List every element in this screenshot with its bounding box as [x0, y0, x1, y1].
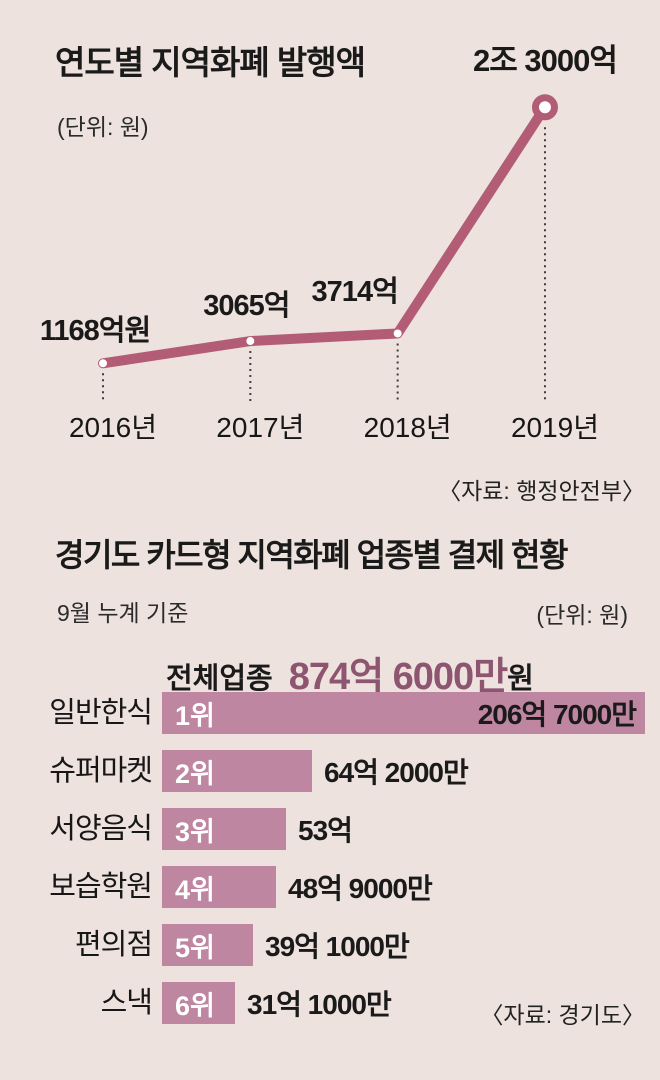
unit-note: (단위: 원) [57, 114, 149, 140]
year-label: 2016년 [68, 412, 158, 443]
bar-value-label: 53억 [298, 815, 353, 846]
bar-rank-label: 5위 [175, 932, 215, 963]
bar-rank-label: 4위 [175, 874, 215, 905]
bar: 4위 [162, 866, 276, 908]
bar-track: 6위 31억 1000만 [162, 982, 660, 1024]
trend-line [98, 102, 550, 369]
bar-row: 보습학원 4위 48억 9000만 [0, 866, 660, 924]
bar: 5위 [162, 924, 253, 966]
bar-track: 4위 48억 9000만 [162, 866, 660, 908]
bar-track: 2위 64억 2000만 [162, 750, 660, 792]
total-line: 전체업종 874억 6000만 원 [166, 645, 534, 700]
data-point-marker [99, 359, 107, 368]
total-value-suffix: 원 [507, 663, 534, 695]
bar-track: 3위 53억 [162, 808, 660, 850]
bar-value-label: 39억 1000만 [265, 931, 410, 962]
bar-category-label: 스낵 [100, 987, 153, 1019]
bar-track: 5위 39억 1000만 [162, 924, 660, 966]
year-label: 2019년 [510, 412, 600, 443]
bar-rank-label: 2위 [175, 758, 215, 789]
line-chart-plot [98, 94, 558, 402]
bar-rank-label: 6위 [175, 990, 215, 1021]
end-point-ring-marker [531, 94, 558, 121]
bar: 3위 [162, 808, 286, 850]
bar-track: 1위 206억 7000만 [162, 692, 660, 734]
unit-note-2: (단위: 원) [536, 602, 628, 628]
bar: 6위 [162, 982, 235, 1024]
data-point-label: 3065억 [203, 290, 290, 323]
bar-category-label: 보습학원 [49, 871, 153, 903]
source-note-line-chart: 〈자료: 행정안전부〉 [438, 478, 645, 504]
bar-category-label: 편의점 [74, 929, 153, 961]
basis-note: 9월 누계 기준 [57, 600, 189, 626]
data-point-label: 3714억 [311, 276, 399, 309]
bar-row: 스낵 6위 31억 1000만 [0, 982, 660, 1040]
line-chart-title: 연도별 지역화폐 발행액 [55, 44, 366, 81]
bar-value-label: 206억 7000만 [477, 699, 637, 730]
data-point-label: 1168억원 [39, 315, 151, 348]
source-note-bar-chart: 〈자료: 경기도〉 [480, 1002, 645, 1028]
year-label: 2017년 [216, 412, 305, 443]
data-point-marker [246, 337, 255, 346]
bar-value-label: 31억 1000만 [247, 989, 392, 1020]
bar-category-label: 슈퍼마켓 [49, 755, 153, 787]
total-value: 874억 6000만 [288, 656, 508, 698]
bar-value-label: 48억 9000만 [288, 873, 433, 904]
bar-chart-title: 경기도 카드형 지역화폐 업종별 결제 현황 [55, 537, 568, 573]
data-point-marker [393, 329, 402, 338]
bar-rank-label: 3위 [175, 816, 215, 847]
bar-category-label: 서양음식 [49, 813, 153, 845]
bar-row: 슈퍼마켓 2위 64억 2000만 [0, 750, 660, 808]
bar-category-label: 일반한식 [49, 697, 153, 729]
bar-rank-label: 1위 [175, 700, 215, 731]
year-label: 2018년 [363, 412, 452, 443]
bar-row: 일반한식 1위 206억 7000만 [0, 692, 660, 750]
bar: 2위 [162, 750, 312, 792]
bar-value-label: 64억 2000만 [324, 757, 469, 788]
total-label: 전체업종 [166, 663, 273, 695]
data-point-label: 2조 3000억 [473, 43, 618, 79]
bar-row: 편의점 5위 39억 1000만 [0, 924, 660, 982]
bar: 1위 206억 7000만 [162, 692, 645, 734]
bar-row: 서양음식 3위 53억 [0, 808, 660, 866]
